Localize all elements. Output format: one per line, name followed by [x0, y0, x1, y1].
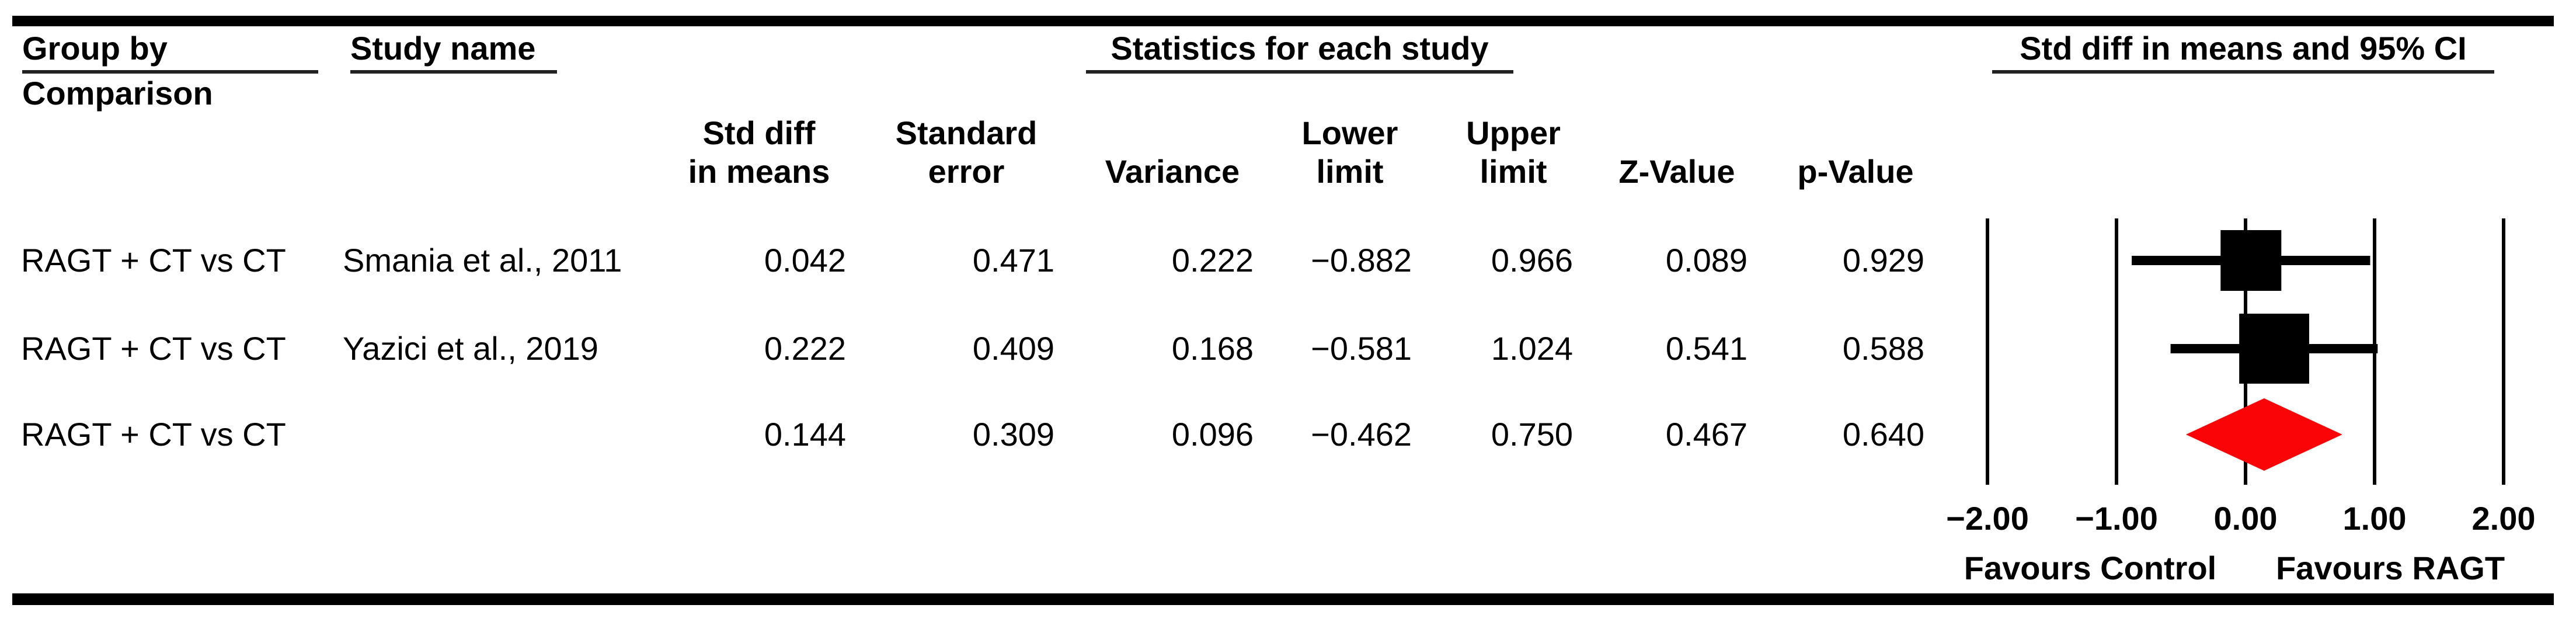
group-by-header-line2: Comparison — [22, 75, 213, 112]
effect-size-square — [2239, 314, 2309, 384]
study-name-header: Study name — [350, 30, 536, 67]
lower-limit-value: −0.581 — [1311, 330, 1412, 367]
z-value: 0.089 — [1665, 242, 1747, 279]
stat-col-header-line1: Upper — [1466, 114, 1561, 151]
row-study-label: Smania et al., 2011 — [343, 242, 622, 279]
effect-size-square — [2220, 230, 2282, 291]
upper-limit-value: 0.966 — [1491, 242, 1573, 279]
summary-diamond — [2185, 398, 2342, 471]
std-diff-value: 0.222 — [764, 330, 846, 367]
axis-tick-label: −2.00 — [1946, 500, 2029, 537]
std-err-value: 0.409 — [972, 330, 1054, 367]
group-by-header-line1: Group by — [22, 30, 168, 67]
variance-value: 0.096 — [1171, 416, 1254, 453]
variance-value: 0.168 — [1171, 330, 1254, 367]
axis-tick-label: −1.00 — [2075, 500, 2158, 537]
axis-tick-label: 2.00 — [2471, 500, 2536, 537]
lower-limit-value: −0.462 — [1311, 416, 1412, 453]
p-value: 0.929 — [1842, 242, 1924, 279]
stat-col-header-line2: limit — [1316, 153, 1384, 190]
z-value: 0.541 — [1665, 330, 1747, 367]
stats-section-underline — [1086, 70, 1513, 74]
axis-tick-label: 0.00 — [2213, 500, 2278, 537]
variance-value: 0.222 — [1171, 242, 1254, 279]
row-study-label: Yazici et al., 2019 — [343, 330, 598, 367]
stats-section-title: Statistics for each study — [1111, 30, 1489, 67]
plot-section-underline — [1992, 70, 2494, 74]
stat-col-header-line2: in means — [688, 153, 830, 190]
upper-limit-value: 1.024 — [1491, 330, 1573, 367]
stat-col-header-line2: limit — [1480, 153, 1547, 190]
std-diff-value: 0.042 — [764, 242, 846, 279]
stat-col-header-line1: Lower — [1301, 114, 1398, 151]
std-diff-value: 0.144 — [764, 416, 846, 453]
axis-tick-label: 1.00 — [2342, 500, 2407, 537]
std-err-value: 0.309 — [972, 416, 1054, 453]
favours-ragt-label: Favours RAGT — [2275, 550, 2505, 586]
std-err-value: 0.471 — [972, 242, 1054, 279]
row-group-label: RAGT + CT vs CT — [21, 330, 286, 367]
plot-section-title: Std diff in means and 95% CI — [2020, 30, 2467, 67]
z-value: 0.467 — [1665, 416, 1747, 453]
p-value: 0.588 — [1842, 330, 1924, 367]
favours-control-label: Favours Control — [1964, 550, 2217, 586]
bottom-border-bar — [12, 593, 2554, 605]
top-border-bar — [12, 16, 2554, 26]
upper-limit-value: 0.750 — [1491, 416, 1573, 453]
stat-col-header-line2: Z-Value — [1618, 153, 1735, 190]
lower-limit-value: −0.882 — [1311, 242, 1412, 279]
stat-col-header-line2: Variance — [1105, 153, 1240, 190]
stat-col-header-line1: Std diff — [702, 114, 816, 151]
stat-col-header-line2: p-Value — [1797, 153, 1914, 190]
stat-col-header-line2: error — [928, 153, 1005, 190]
p-value: 0.640 — [1842, 416, 1924, 453]
study-name-underline — [350, 70, 557, 74]
row-group-label: RAGT + CT vs CT — [21, 242, 286, 279]
group-by-underline — [22, 70, 318, 74]
stat-col-header-line1: Standard — [895, 114, 1038, 151]
row-group-label: RAGT + CT vs CT — [21, 416, 286, 453]
